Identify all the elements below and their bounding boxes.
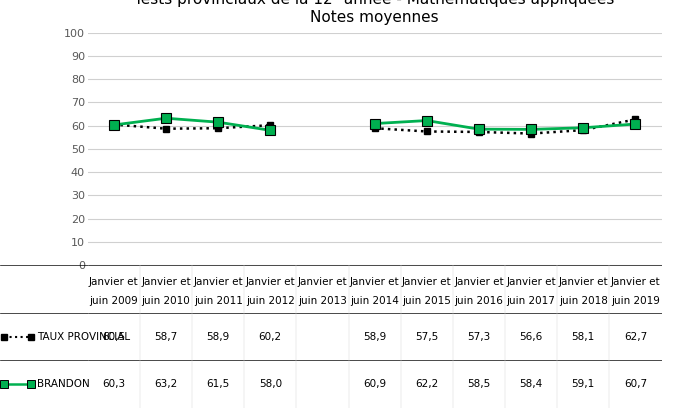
Text: juin 2018: juin 2018 <box>559 296 608 306</box>
Text: 60,5: 60,5 <box>103 332 126 341</box>
Text: Janvier et: Janvier et <box>141 277 191 287</box>
Text: 57,3: 57,3 <box>467 332 491 341</box>
Text: Janvier et: Janvier et <box>193 277 243 287</box>
Text: 60,9: 60,9 <box>363 379 386 389</box>
Text: juin 2011: juin 2011 <box>194 296 242 306</box>
Text: 58,1: 58,1 <box>572 332 595 341</box>
Text: 58,9: 58,9 <box>207 332 230 341</box>
Text: Janvier et: Janvier et <box>350 277 400 287</box>
Text: 58,5: 58,5 <box>467 379 491 389</box>
Text: 59,1: 59,1 <box>572 379 595 389</box>
Text: Janvier et: Janvier et <box>611 277 660 287</box>
Text: Janvier et: Janvier et <box>298 277 347 287</box>
Text: juin 2016: juin 2016 <box>454 296 504 306</box>
Text: 58,7: 58,7 <box>155 332 178 341</box>
Text: Janvier et: Janvier et <box>454 277 504 287</box>
Text: juin 2009: juin 2009 <box>90 296 138 306</box>
Text: 57,5: 57,5 <box>415 332 438 341</box>
Title: Tests provinciaux de la 12ᵉ année - Mathématiques appliquées
Notes moyennes: Tests provinciaux de la 12ᵉ année - Math… <box>134 0 615 24</box>
Text: BRANDON: BRANDON <box>37 379 90 389</box>
Text: 62,7: 62,7 <box>624 332 647 341</box>
Text: 63,2: 63,2 <box>155 379 178 389</box>
Text: 58,4: 58,4 <box>520 379 543 389</box>
Text: TAUX PROVINCIAL: TAUX PROVINCIAL <box>37 332 130 341</box>
Text: juin 2017: juin 2017 <box>507 296 556 306</box>
Text: 61,5: 61,5 <box>207 379 230 389</box>
Text: Janvier et: Janvier et <box>506 277 556 287</box>
Text: juin 2013: juin 2013 <box>298 296 347 306</box>
Text: 60,7: 60,7 <box>624 379 647 389</box>
Text: 60,2: 60,2 <box>259 332 282 341</box>
Text: 62,2: 62,2 <box>415 379 438 389</box>
Text: 56,6: 56,6 <box>520 332 543 341</box>
Text: Janvier et: Janvier et <box>246 277 295 287</box>
Text: juin 2010: juin 2010 <box>142 296 190 306</box>
Text: juin 2012: juin 2012 <box>246 296 295 306</box>
Text: juin 2019: juin 2019 <box>611 296 660 306</box>
Text: 60,3: 60,3 <box>103 379 126 389</box>
Text: juin 2014: juin 2014 <box>350 296 399 306</box>
Text: Janvier et: Janvier et <box>89 277 138 287</box>
Text: juin 2015: juin 2015 <box>402 296 451 306</box>
Text: 58,9: 58,9 <box>363 332 386 341</box>
Text: Janvier et: Janvier et <box>402 277 452 287</box>
Text: 58,0: 58,0 <box>259 379 282 389</box>
Text: Janvier et: Janvier et <box>558 277 608 287</box>
